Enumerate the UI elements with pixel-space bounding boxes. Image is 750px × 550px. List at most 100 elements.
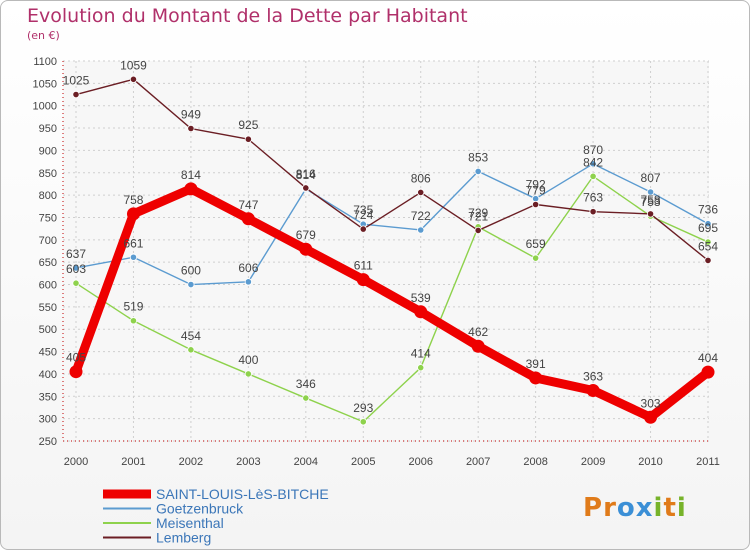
logo-letter: P bbox=[583, 493, 604, 523]
data-point bbox=[184, 182, 198, 196]
data-label: 303 bbox=[641, 396, 661, 410]
x-tick-label: 2005 bbox=[351, 456, 375, 468]
chart-title: Evolution du Montant de la Dette par Hab… bbox=[27, 5, 468, 27]
data-label: 779 bbox=[526, 184, 546, 198]
data-point bbox=[414, 305, 428, 319]
data-label: 735 bbox=[353, 203, 373, 217]
x-tick-label: 2009 bbox=[581, 456, 605, 468]
data-point bbox=[359, 225, 367, 233]
series-line-0 bbox=[71, 184, 713, 422]
data-label: 695 bbox=[698, 221, 718, 235]
data-point bbox=[701, 365, 715, 379]
x-tick-label: 2003 bbox=[236, 456, 260, 468]
y-tick-label: 1100 bbox=[33, 56, 57, 68]
data-label: 814 bbox=[181, 168, 201, 182]
data-point bbox=[704, 256, 712, 264]
data-label: 363 bbox=[583, 369, 603, 383]
data-label: 603 bbox=[66, 262, 86, 276]
data-point bbox=[129, 75, 138, 83]
data-label: 722 bbox=[411, 209, 431, 223]
logo-letter: r bbox=[603, 493, 617, 523]
legend-label: SAINT-LOUIS-LèS-BITCHE bbox=[156, 486, 329, 502]
data-label: 539 bbox=[411, 291, 431, 305]
data-point bbox=[589, 160, 597, 168]
y-tick-label: 450 bbox=[39, 347, 57, 359]
data-label: 807 bbox=[641, 171, 661, 185]
data-point bbox=[532, 200, 540, 209]
y-tick-label: 300 bbox=[39, 414, 57, 426]
data-point bbox=[356, 273, 370, 287]
logo-letter: o bbox=[616, 493, 636, 523]
data-label: 763 bbox=[583, 191, 603, 205]
data-point bbox=[589, 208, 597, 216]
data-label: 1059 bbox=[120, 58, 147, 72]
data-label: 611 bbox=[354, 259, 373, 273]
data-point bbox=[644, 410, 658, 424]
data-point bbox=[646, 210, 655, 218]
data-point bbox=[532, 254, 540, 262]
data-point bbox=[129, 253, 138, 261]
y-tick-label: 1000 bbox=[33, 101, 57, 113]
proxiti-logo: Proxiti bbox=[583, 493, 687, 523]
data-label: 519 bbox=[123, 300, 143, 314]
logo-letter: t bbox=[663, 493, 677, 523]
data-label: 404 bbox=[698, 351, 718, 365]
x-tick-label: 2010 bbox=[638, 456, 662, 468]
data-point bbox=[417, 226, 425, 234]
data-point bbox=[704, 238, 712, 246]
x-tick-label: 2001 bbox=[121, 456, 145, 468]
y-tick-label: 700 bbox=[39, 235, 57, 247]
data-point bbox=[359, 418, 367, 426]
data-label: 724 bbox=[353, 208, 373, 222]
data-label: 736 bbox=[698, 203, 718, 217]
data-point bbox=[244, 278, 252, 286]
data-point bbox=[187, 346, 195, 354]
logo-letter: i bbox=[653, 493, 664, 523]
data-label: 606 bbox=[238, 261, 258, 275]
x-tick-label: 2000 bbox=[64, 456, 88, 468]
data-label: 391 bbox=[526, 357, 546, 371]
y-tick-label: 850 bbox=[39, 168, 57, 180]
data-point bbox=[72, 90, 80, 99]
y-tick-label: 550 bbox=[39, 302, 57, 314]
data-label: 346 bbox=[296, 377, 316, 391]
data-label: 414 bbox=[411, 347, 431, 361]
data-point bbox=[589, 172, 597, 180]
data-label: 400 bbox=[238, 353, 258, 367]
data-label: 659 bbox=[526, 237, 546, 251]
data-label: 842 bbox=[583, 155, 603, 169]
data-label: 654 bbox=[698, 239, 718, 253]
y-tick-label: 350 bbox=[39, 391, 57, 403]
x-tick-label: 2008 bbox=[523, 456, 547, 468]
data-point bbox=[72, 264, 80, 272]
data-label: 293 bbox=[353, 401, 373, 415]
data-point bbox=[244, 135, 252, 143]
legend-label: Goetzenbruck bbox=[156, 501, 244, 517]
x-tick-label: 2006 bbox=[408, 456, 432, 468]
data-label: 1025 bbox=[63, 74, 90, 88]
data-label: 806 bbox=[411, 171, 431, 185]
data-point bbox=[302, 394, 310, 402]
x-tick-label: 2002 bbox=[179, 456, 203, 468]
y-tick-label: 500 bbox=[39, 324, 57, 336]
data-label: 721 bbox=[468, 209, 488, 223]
data-point bbox=[474, 226, 482, 235]
data-label: 816 bbox=[296, 167, 316, 181]
y-tick-label: 900 bbox=[39, 145, 57, 157]
data-label: 661 bbox=[123, 236, 143, 250]
data-label: 814 bbox=[296, 168, 316, 182]
y-tick-label: 400 bbox=[39, 369, 57, 381]
x-tick-label: 2007 bbox=[466, 456, 490, 468]
data-label: 462 bbox=[468, 325, 488, 339]
series-line-1 bbox=[75, 163, 709, 286]
legend-label: Meisenthal bbox=[156, 515, 224, 531]
series-line-3 bbox=[75, 78, 709, 262]
data-label: 758 bbox=[641, 193, 661, 207]
data-point bbox=[704, 220, 712, 228]
x-tick-label: 2011 bbox=[696, 456, 720, 468]
y-tick-label: 950 bbox=[39, 123, 57, 135]
data-point bbox=[241, 212, 255, 226]
plot-area bbox=[63, 61, 709, 441]
data-label: 600 bbox=[181, 264, 201, 278]
